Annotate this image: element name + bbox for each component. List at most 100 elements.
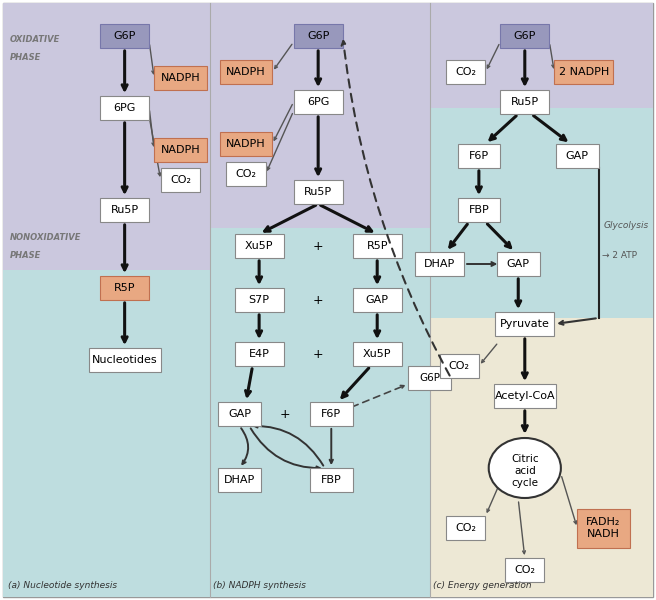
Text: G6P: G6P	[419, 373, 440, 383]
Text: → 2 ATP: → 2 ATP	[602, 251, 637, 260]
Text: Ru5P: Ru5P	[111, 205, 138, 215]
Text: GAP: GAP	[506, 259, 530, 269]
Text: Xu5P: Xu5P	[245, 241, 274, 251]
FancyBboxPatch shape	[3, 3, 653, 597]
FancyBboxPatch shape	[100, 96, 150, 120]
Text: GAP: GAP	[228, 409, 251, 419]
Text: E4P: E4P	[249, 349, 270, 359]
Text: Acetyl-CoA: Acetyl-CoA	[495, 391, 555, 401]
FancyBboxPatch shape	[210, 228, 430, 597]
Text: DHAP: DHAP	[224, 475, 255, 485]
Text: +: +	[313, 239, 323, 253]
FancyBboxPatch shape	[408, 366, 451, 390]
Text: R5P: R5P	[367, 241, 388, 251]
FancyBboxPatch shape	[100, 24, 150, 48]
Text: 6PG: 6PG	[307, 97, 329, 107]
Text: NADPH: NADPH	[161, 73, 200, 83]
Text: cycle: cycle	[511, 478, 539, 488]
FancyBboxPatch shape	[100, 276, 150, 300]
FancyBboxPatch shape	[446, 516, 485, 540]
FancyBboxPatch shape	[458, 144, 501, 168]
Ellipse shape	[489, 438, 561, 498]
FancyBboxPatch shape	[353, 234, 401, 258]
FancyBboxPatch shape	[218, 468, 261, 492]
FancyBboxPatch shape	[220, 132, 272, 156]
Text: CO₂: CO₂	[236, 169, 256, 179]
FancyBboxPatch shape	[554, 60, 613, 84]
Text: R5P: R5P	[114, 283, 135, 293]
FancyBboxPatch shape	[415, 252, 464, 276]
Text: FADH₂
NADH: FADH₂ NADH	[586, 517, 621, 539]
Text: NADPH: NADPH	[161, 145, 200, 155]
FancyBboxPatch shape	[310, 402, 353, 426]
FancyBboxPatch shape	[495, 312, 554, 336]
Text: Ru5P: Ru5P	[511, 97, 539, 107]
FancyBboxPatch shape	[235, 234, 284, 258]
Text: PHASE: PHASE	[10, 251, 41, 260]
FancyBboxPatch shape	[353, 288, 401, 312]
Text: Ru5P: Ru5P	[304, 187, 332, 197]
FancyBboxPatch shape	[446, 60, 485, 84]
Text: (a) Nucleotide synthesis: (a) Nucleotide synthesis	[8, 581, 117, 590]
Text: G6P: G6P	[113, 31, 136, 41]
FancyBboxPatch shape	[501, 90, 550, 114]
FancyBboxPatch shape	[154, 66, 207, 90]
Text: Glycolysis: Glycolysis	[604, 221, 649, 230]
FancyBboxPatch shape	[430, 108, 653, 318]
Text: OXIDATIVE: OXIDATIVE	[10, 35, 60, 44]
Text: Nucleotides: Nucleotides	[92, 355, 157, 365]
FancyBboxPatch shape	[430, 3, 653, 108]
FancyBboxPatch shape	[440, 354, 479, 378]
FancyBboxPatch shape	[235, 342, 284, 366]
Text: FBP: FBP	[321, 475, 342, 485]
Text: CO₂: CO₂	[455, 67, 476, 77]
FancyBboxPatch shape	[494, 384, 556, 408]
FancyBboxPatch shape	[3, 3, 210, 270]
FancyBboxPatch shape	[89, 348, 161, 372]
FancyBboxPatch shape	[505, 558, 544, 582]
FancyBboxPatch shape	[220, 60, 272, 84]
FancyBboxPatch shape	[430, 318, 653, 597]
Text: 6PG: 6PG	[113, 103, 136, 113]
Text: NADPH: NADPH	[226, 67, 266, 77]
Text: NONOXIDATIVE: NONOXIDATIVE	[10, 233, 81, 242]
Text: G6P: G6P	[307, 31, 329, 41]
FancyBboxPatch shape	[458, 198, 501, 222]
FancyBboxPatch shape	[161, 168, 200, 192]
Text: CO₂: CO₂	[455, 523, 476, 533]
Text: GAP: GAP	[565, 151, 589, 161]
FancyBboxPatch shape	[218, 402, 261, 426]
Text: GAP: GAP	[365, 295, 389, 305]
FancyBboxPatch shape	[100, 198, 150, 222]
Text: S7P: S7P	[249, 295, 270, 305]
Text: CO₂: CO₂	[170, 175, 191, 185]
FancyBboxPatch shape	[310, 468, 353, 492]
Text: Pyruvate: Pyruvate	[500, 319, 550, 329]
Text: F6P: F6P	[321, 409, 341, 419]
FancyBboxPatch shape	[226, 162, 266, 186]
Text: Xu5P: Xu5P	[363, 349, 392, 359]
FancyBboxPatch shape	[154, 138, 207, 162]
FancyBboxPatch shape	[556, 144, 599, 168]
FancyBboxPatch shape	[294, 180, 343, 204]
Text: Citric: Citric	[511, 454, 539, 464]
Text: G6P: G6P	[514, 31, 536, 41]
FancyBboxPatch shape	[577, 509, 630, 547]
Text: +: +	[280, 407, 291, 421]
Text: 2 NADPH: 2 NADPH	[559, 67, 609, 77]
Text: CO₂: CO₂	[449, 361, 470, 371]
FancyBboxPatch shape	[294, 90, 343, 114]
Text: FBP: FBP	[468, 205, 489, 215]
Text: DHAP: DHAP	[424, 259, 455, 269]
Text: F6P: F6P	[469, 151, 489, 161]
FancyBboxPatch shape	[353, 342, 401, 366]
FancyBboxPatch shape	[501, 24, 550, 48]
FancyBboxPatch shape	[210, 3, 430, 228]
Text: +: +	[313, 347, 323, 361]
Text: acid: acid	[514, 466, 536, 476]
FancyBboxPatch shape	[235, 288, 284, 312]
Text: +: +	[313, 293, 323, 307]
Text: (c) Energy generation: (c) Energy generation	[433, 581, 531, 590]
Text: NADPH: NADPH	[226, 139, 266, 149]
Text: (b) NADPH synthesis: (b) NADPH synthesis	[213, 581, 306, 590]
